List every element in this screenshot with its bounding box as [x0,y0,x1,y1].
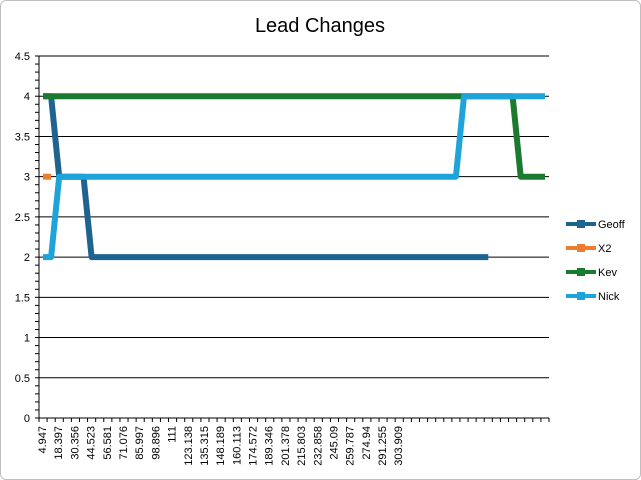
series-line-nick [43,93,545,261]
y-tick-label: 2 [24,252,30,264]
y-tick-label: 2.5 [15,212,30,224]
x-tick-label: 4.947 [37,426,49,454]
x-axis-ticks: 4.947 18.397 30.356 44.523 56.581 71.076 85.99… [37,426,405,466]
x-tick-label: 232.858 [312,426,324,466]
x-tick-label: 85.997 [134,426,146,460]
y-tick-label: 4 [24,91,30,103]
x-tick-label: 245.09 [328,426,340,460]
y-tick-label: 1.5 [15,292,30,304]
x-tick-label: 201.378 [280,426,292,466]
legend-marker-nick [577,292,585,300]
legend: Geoff X2 Kev Nick [566,219,626,303]
y-tick-label: 0 [24,413,30,425]
legend-label: X2 [598,243,611,255]
x-tick-label: 215.803 [296,426,308,466]
x-tick-label: 18.397 [53,426,65,460]
x-tick-label: 303.909 [393,426,405,466]
legend-marker-geoff [577,220,585,228]
series-lines [43,93,545,261]
x-tick-label: 123.138 [183,426,195,466]
y-tick-label: 0.5 [15,373,30,385]
y-tick-label: 3 [24,172,30,184]
chart-title: Lead Changes [255,15,385,37]
x-tick-label: 30.356 [69,426,81,460]
y-tick-label: 1 [24,333,30,345]
legend-label: Kev [598,267,617,279]
legend-label: Geoff [598,219,626,231]
legend-marker-x2 [577,244,585,252]
x-tick-label: 291.255 [377,426,389,466]
axes [35,55,550,422]
y-tick-label: 3.5 [15,131,30,143]
x-tick-label: 148.189 [215,426,227,466]
x-tick-label: 44.523 [86,426,98,460]
x-tick-label: 160.113 [231,426,243,465]
x-tick-label: 274.94 [361,426,373,460]
x-tick-label: 71.076 [118,426,130,460]
x-tick-label: 111 [167,426,179,443]
x-tick-label: 259.787 [345,426,357,466]
legend-label: Nick [598,291,620,303]
x-tick-label: 56.581 [102,426,114,460]
x-tick-label: 98.896 [150,426,162,460]
x-tick-label: 135.315 [199,426,211,466]
legend-marker-kev [577,268,585,276]
grid-lines [39,55,549,419]
y-tick-label: 4.5 [15,51,30,63]
x-tick-label: 189.346 [264,426,276,466]
x-tick-label: 174.572 [248,426,260,466]
y-axis-ticks: 0 0.5 1 1.5 2 2.5 3 3.5 4 4.5 [15,51,30,425]
